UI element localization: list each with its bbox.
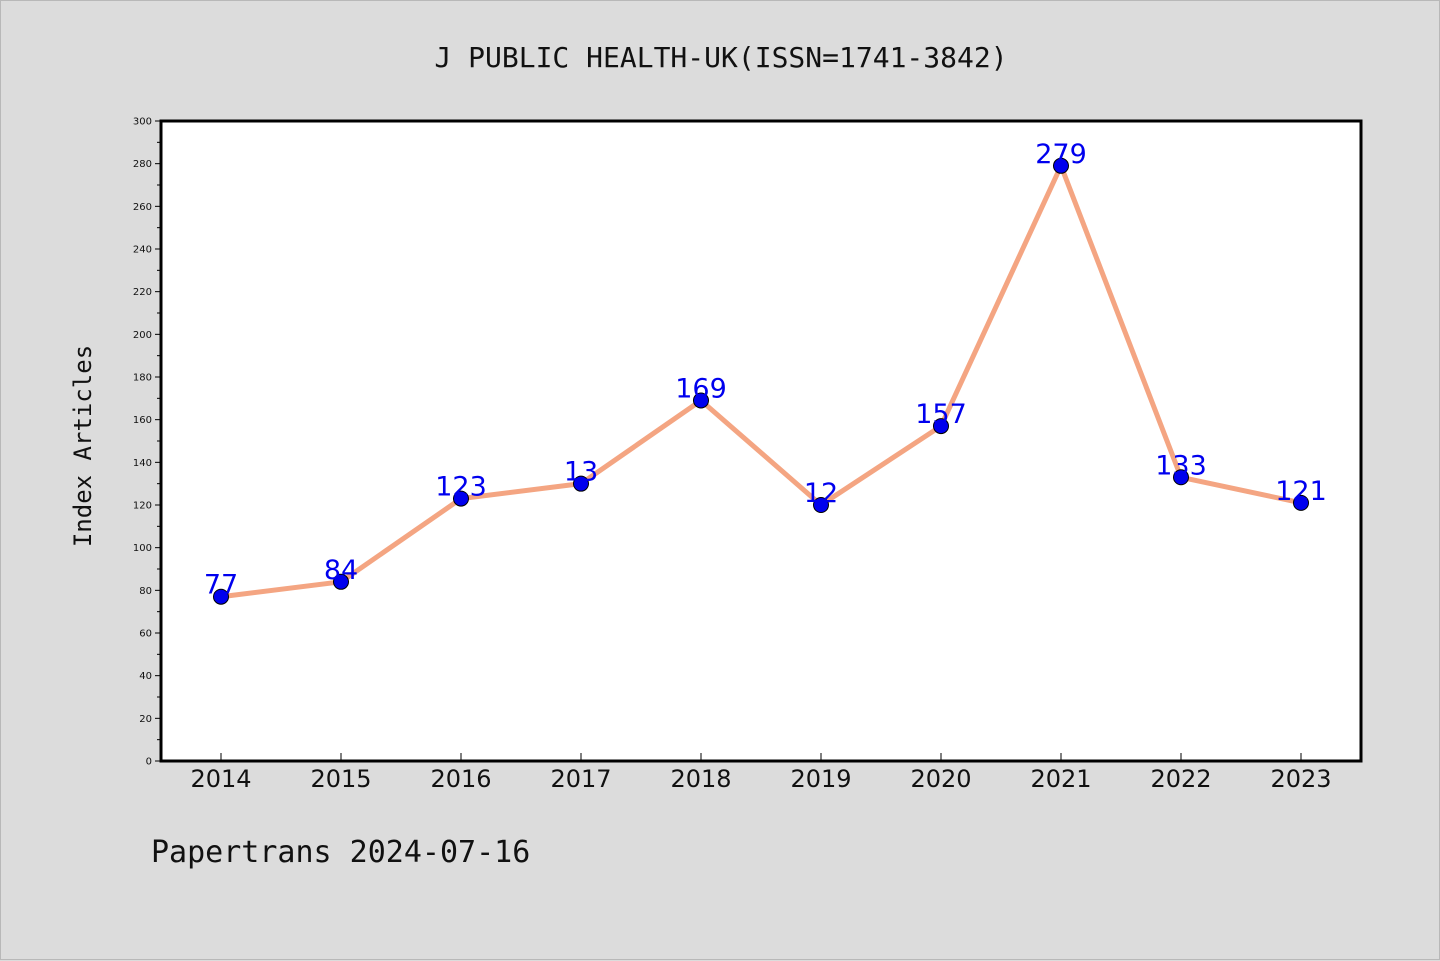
y-tick-label: 0 (146, 757, 152, 768)
data-label: 13 (564, 457, 598, 488)
y-axis-label: Index Articles (69, 345, 97, 547)
data-point (573, 475, 589, 492)
x-axis: 2014 2015 2016 2017 2018 2019 2020 2021 2022 2023 (190, 753, 1332, 793)
y-tick-label: 160 (133, 415, 152, 426)
x-tick-label: 2014 (190, 765, 251, 793)
y-tick-label: 20 (139, 714, 152, 725)
y-tick-label: 80 (139, 586, 152, 597)
chart-title: J PUBLIC HEALTH-UK(ISSN=1741-3842) (434, 41, 1007, 74)
x-tick-label: 2016 (430, 765, 491, 793)
x-tick-label: 2015 (310, 765, 371, 793)
data-point (213, 588, 229, 605)
data-point (453, 490, 469, 507)
data-label: 123 (435, 472, 487, 503)
y-tick-label: 220 (133, 287, 152, 298)
x-tick-label: 2019 (790, 765, 851, 793)
x-tick-label: 2018 (670, 765, 731, 793)
y-tick-label: 40 (139, 671, 152, 682)
footer-credit: Papertrans 2024-07-16 (151, 835, 531, 870)
data-point (813, 497, 829, 513)
y-tick-label: 180 (133, 373, 152, 384)
data-label: 84 (324, 555, 358, 586)
data-label: 133 (1155, 450, 1207, 481)
data-point (1053, 157, 1069, 174)
x-tick-label: 2017 (550, 765, 611, 793)
data-point (933, 418, 949, 435)
y-tick-label: 300 (133, 117, 152, 128)
y-tick-label: 280 (133, 159, 152, 170)
data-point (1293, 494, 1309, 511)
data-point (1173, 469, 1189, 486)
data-label: 77 (204, 570, 238, 601)
y-tick-label: 140 (133, 458, 152, 469)
y-tick-label: 100 (133, 543, 152, 554)
data-label: 157 (915, 399, 967, 430)
plot-area (159, 119, 1363, 763)
data-point (693, 392, 709, 409)
y-tick-label: 60 (139, 629, 152, 640)
y-axis: 0 20 40 60 80 100 120 140 160 180 200 220 240 260 280 3… (133, 117, 161, 768)
data-label: 121 (1275, 476, 1327, 507)
y-tick-label: 200 (133, 330, 152, 341)
data-label: 12 (804, 478, 838, 509)
x-tick-label: 2020 (910, 765, 971, 793)
y-tick-label: 260 (133, 202, 152, 213)
data-label: 169 (675, 373, 727, 404)
x-tick-label: 2021 (1030, 765, 1091, 793)
x-tick-label: 2022 (1150, 765, 1211, 793)
y-tick-label: 120 (133, 501, 152, 512)
data-label: 279 (1035, 139, 1087, 170)
series-line (218, 163, 1304, 600)
data-point (333, 573, 349, 590)
x-tick-label: 2023 (1270, 765, 1331, 793)
y-tick-label: 240 (133, 245, 152, 256)
data-series: 77 84 123 13 169 12 157 279 133 121 (204, 139, 1327, 605)
